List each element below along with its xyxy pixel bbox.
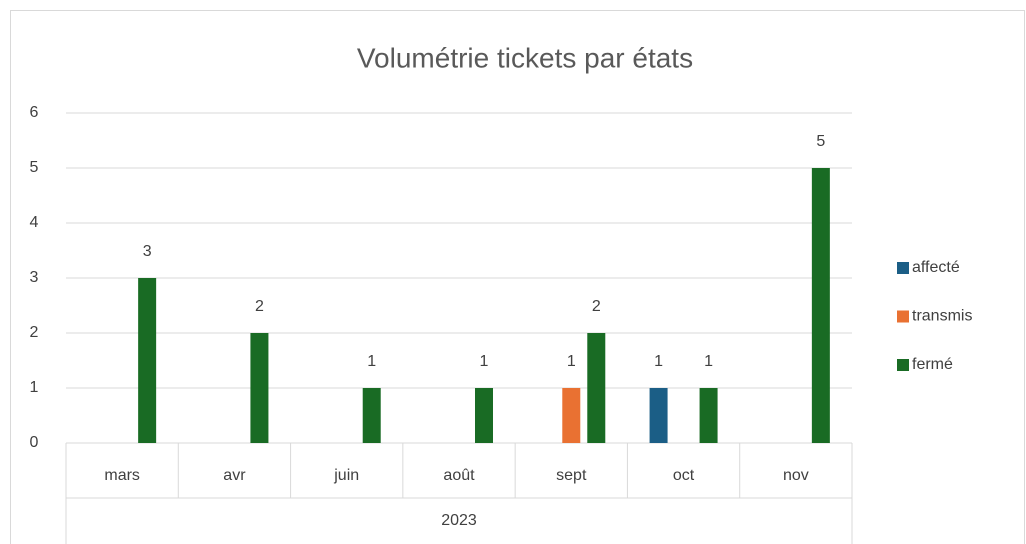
data-label: 1 — [367, 353, 376, 370]
data-label: 1 — [704, 353, 713, 370]
y-tick-label: 5 — [30, 159, 39, 176]
bar — [699, 388, 718, 443]
data-label: 2 — [592, 298, 601, 315]
bar — [475, 388, 493, 443]
chart-title: Volumétrie tickets par états — [357, 42, 693, 73]
data-label: 3 — [143, 243, 152, 260]
data-label: 1 — [654, 353, 663, 370]
legend-swatch — [897, 310, 909, 323]
legend-label: transmis — [912, 308, 972, 325]
y-tick-label: 3 — [30, 269, 39, 286]
legend-swatch — [897, 262, 909, 274]
legend-label: fermé — [912, 356, 953, 373]
y-tick-label: 1 — [30, 379, 39, 396]
chart-border — [10, 10, 1025, 544]
bar — [649, 388, 668, 443]
y-tick-label: 4 — [30, 214, 39, 231]
bar — [811, 168, 830, 443]
y-tick-label: 2 — [30, 324, 39, 341]
x-tick-label: mars — [104, 467, 140, 484]
x-tick-label: juin — [333, 467, 359, 484]
x-tick-label: avr — [223, 467, 246, 484]
x-tick-label: nov — [783, 467, 809, 484]
bar — [362, 388, 381, 443]
x-group-label: 2023 — [441, 512, 477, 529]
x-tick-label: août — [443, 467, 475, 484]
x-tick-label: sept — [556, 467, 587, 484]
bar — [138, 278, 157, 443]
bar — [587, 333, 606, 443]
data-label: 1 — [480, 353, 489, 370]
bar — [562, 388, 581, 443]
y-tick-label: 0 — [30, 434, 39, 451]
y-tick-label: 6 — [30, 104, 39, 121]
legend-label: affecté — [912, 259, 960, 276]
data-label: 2 — [255, 298, 264, 315]
data-label: 1 — [567, 353, 576, 370]
x-tick-label: oct — [673, 467, 695, 484]
legend-swatch — [897, 359, 909, 371]
data-label: 5 — [816, 133, 825, 150]
bar — [250, 333, 269, 443]
